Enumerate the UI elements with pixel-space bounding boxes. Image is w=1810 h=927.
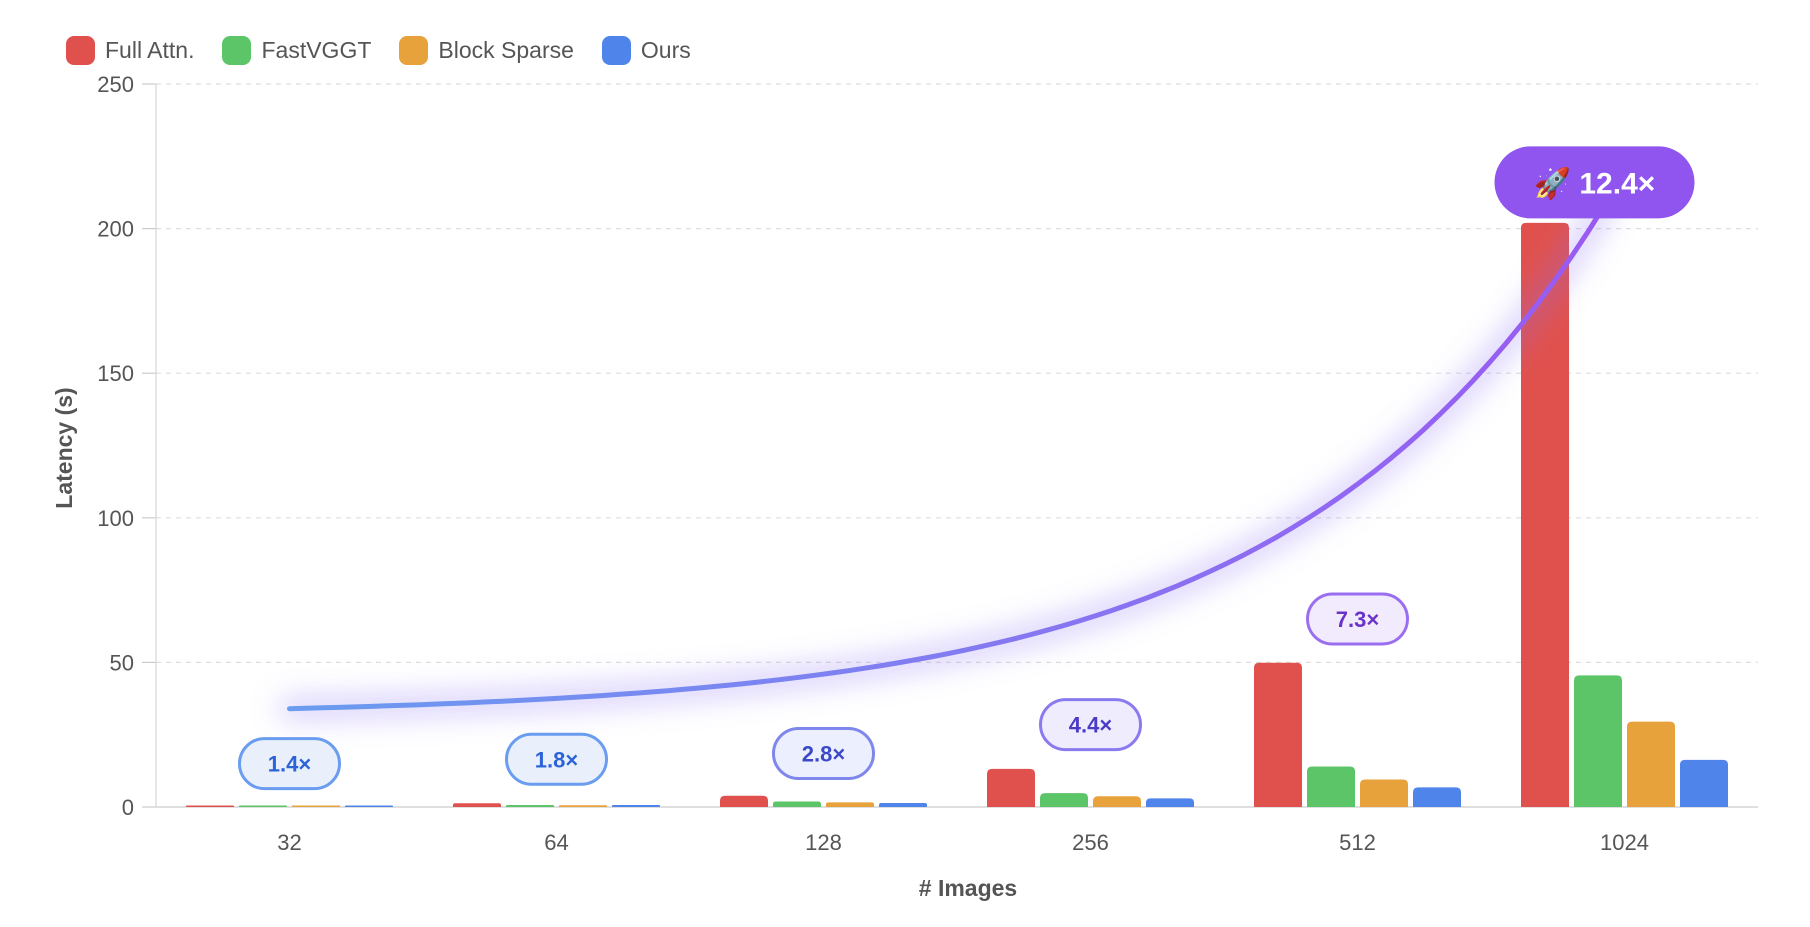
y-tick-label: 0 <box>122 795 134 820</box>
bar-full-attn[interactable] <box>720 795 768 807</box>
bar-fastvggt[interactable] <box>1307 766 1355 807</box>
bar-ours[interactable] <box>1146 798 1194 807</box>
bar-ours[interactable] <box>879 802 927 807</box>
bar-ours[interactable] <box>612 804 660 807</box>
x-tick-label: 64 <box>544 830 568 855</box>
legend-item-fastvggt[interactable]: FastVGGT <box>222 36 371 65</box>
speedup-badge-label: 1.8× <box>535 747 578 772</box>
legend-swatch-ours <box>601 36 631 65</box>
legend-label: FastVGGT <box>261 37 372 63</box>
x-tick-label: 32 <box>277 830 301 855</box>
bar-block-sparse[interactable] <box>826 802 874 807</box>
y-tick-label: 150 <box>97 361 134 386</box>
bar-block-sparse[interactable] <box>292 805 340 808</box>
legend-swatch-full-attn <box>66 36 95 65</box>
bar-ours[interactable] <box>1413 787 1461 807</box>
legend-item-full-attn[interactable]: Full Attn. <box>66 36 194 65</box>
bar-block-sparse[interactable] <box>1093 796 1141 807</box>
trend-line <box>287 203 1607 712</box>
bar-block-sparse[interactable] <box>1627 721 1675 807</box>
x-tick-label: 1024 <box>1600 830 1649 855</box>
legend: Full Attn. FastVGGT Block Sparse Ours <box>66 36 719 65</box>
legend-swatch-block-sparse <box>399 36 429 65</box>
bar-block-sparse[interactable] <box>559 805 607 807</box>
bar-fastvggt[interactable] <box>1574 675 1622 807</box>
speedup-badge-label: 1.4× <box>268 752 311 777</box>
x-axis-label: # Images <box>919 875 1017 901</box>
legend-label: Full Attn. <box>105 37 195 63</box>
trend-line-glow <box>278 194 1616 720</box>
bar-ours[interactable] <box>345 805 393 808</box>
x-tick-label: 256 <box>1072 830 1109 855</box>
speedup-badge-label: 4.4× <box>1069 713 1112 738</box>
speedup-badge-label: 2.8× <box>802 741 845 766</box>
speedup-badge <box>772 726 875 780</box>
legend-item-ours[interactable]: Ours <box>601 36 691 65</box>
bar-block-sparse[interactable] <box>1360 779 1408 807</box>
legend-item-block-sparse[interactable]: Block Sparse <box>399 36 574 65</box>
bar-full-attn[interactable] <box>453 803 501 807</box>
x-tick-label: 128 <box>805 830 842 855</box>
legend-label: Block Sparse <box>438 37 574 63</box>
y-tick-label: 100 <box>97 506 134 531</box>
bar-fastvggt[interactable] <box>239 805 287 808</box>
bar-ours[interactable] <box>1680 759 1728 807</box>
speedup-badge-label: 🚀 12.4× <box>1534 165 1656 200</box>
bar-full-attn[interactable] <box>1254 662 1302 807</box>
bar-full-attn[interactable] <box>186 805 234 808</box>
y-axis-label: Latency (s) <box>51 387 77 508</box>
bar-fastvggt[interactable] <box>773 801 821 807</box>
speedup-badge <box>1039 698 1142 752</box>
bar-fastvggt[interactable] <box>1040 793 1088 807</box>
speedup-badge <box>238 737 341 791</box>
bar-full-attn[interactable] <box>987 768 1035 807</box>
legend-swatch-fastvggt <box>222 36 252 65</box>
bar-full-attn[interactable] <box>1521 222 1569 808</box>
y-tick-label: 50 <box>110 650 134 675</box>
y-tick-label: 250 <box>97 72 134 97</box>
speedup-badge-highlight <box>1494 146 1695 219</box>
bar-fastvggt[interactable] <box>506 804 554 807</box>
speedup-badge <box>505 732 608 786</box>
x-tick-label: 512 <box>1339 830 1376 855</box>
y-tick-label: 200 <box>97 217 134 242</box>
speedup-badge-label: 7.3× <box>1336 607 1379 632</box>
speedup-badge <box>1306 592 1409 646</box>
legend-label: Ours <box>640 37 691 63</box>
